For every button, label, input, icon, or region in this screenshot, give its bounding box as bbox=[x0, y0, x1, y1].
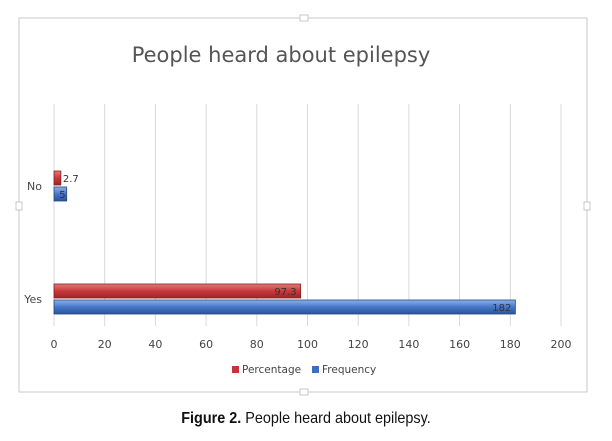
frame-handle-top[interactable] bbox=[299, 14, 309, 22]
x-tick-label: 80 bbox=[250, 338, 264, 351]
bar-percentage-yes bbox=[53, 283, 302, 299]
figure-caption: Figure 2. People heard about epilepsy. bbox=[31, 410, 582, 428]
data-label: 5 bbox=[59, 190, 65, 201]
legend: Percentage Frequency bbox=[232, 364, 376, 376]
frame-handle-bottom[interactable] bbox=[299, 388, 309, 396]
caption-label: Figure 2. bbox=[181, 410, 242, 427]
legend-label-frequency: Frequency bbox=[322, 364, 376, 376]
bar-percentage-no bbox=[53, 170, 62, 186]
x-tick-label: 60 bbox=[199, 338, 213, 351]
data-label: 97.3 bbox=[274, 287, 296, 298]
x-tick-label: 40 bbox=[148, 338, 162, 351]
x-tick-label: 100 bbox=[297, 338, 318, 351]
category-label: Yes bbox=[23, 293, 42, 306]
legend-swatch-frequency bbox=[312, 366, 319, 373]
frame-handle-right[interactable] bbox=[583, 201, 591, 211]
category-label: No bbox=[27, 180, 42, 193]
bar-frequency-no bbox=[53, 186, 68, 202]
legend-label-percentage: Percentage bbox=[242, 364, 301, 376]
legend-swatch-percentage bbox=[232, 366, 239, 373]
x-tick-label: 180 bbox=[500, 338, 521, 351]
chart-title: People heard about epilepsy bbox=[132, 43, 431, 67]
x-tick-label: 0 bbox=[51, 338, 58, 351]
data-label: 182 bbox=[492, 303, 511, 314]
x-tick-label: 140 bbox=[398, 338, 419, 351]
chart-frame bbox=[18, 17, 588, 393]
x-tick-label: 120 bbox=[348, 338, 369, 351]
x-tick-label: 160 bbox=[449, 338, 470, 351]
data-label: 2.7 bbox=[63, 174, 79, 185]
x-axis-ticks: 0 20 40 60 80 100 120 140 160 180 200 bbox=[51, 338, 572, 351]
x-tick-label: 200 bbox=[551, 338, 572, 351]
frame-handle-left[interactable] bbox=[15, 201, 23, 211]
caption-text: People heard about epilepsy. bbox=[245, 410, 431, 427]
category-labels: Yes No bbox=[23, 180, 42, 306]
x-tick-label: 20 bbox=[98, 338, 112, 351]
bars-group: 97.3 182 2.7 5 bbox=[53, 170, 516, 315]
bar-frequency-yes bbox=[53, 299, 516, 315]
